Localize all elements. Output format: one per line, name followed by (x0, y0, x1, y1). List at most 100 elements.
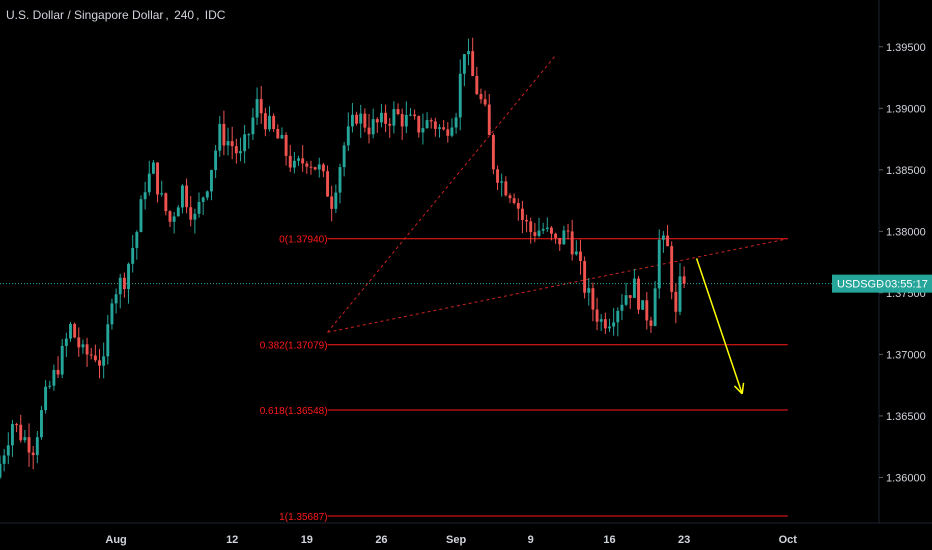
candle-body (197, 201, 201, 214)
candle-body (268, 115, 271, 130)
candle-body (205, 191, 209, 198)
candle-body (388, 123, 392, 126)
candle-body (666, 235, 669, 247)
candle-body (160, 193, 164, 195)
candle-body (35, 437, 39, 456)
symbol-name: U.S. Dollar / Singapore Dollar (6, 8, 164, 22)
candle-body (471, 51, 475, 76)
candle-body (230, 141, 234, 147)
candle-body (110, 303, 114, 325)
candle-body (487, 104, 491, 136)
fib-level-label: 1(1.35687) (279, 512, 327, 523)
candle-body (500, 181, 504, 183)
candle-body (425, 120, 429, 129)
projection-arrow[interactable] (695, 258, 745, 395)
candle-body (558, 237, 562, 245)
candle-body (475, 75, 479, 95)
candle-body (280, 135, 284, 139)
interval-label: 240 (174, 8, 195, 22)
candle-body (380, 112, 383, 123)
candle-body (641, 300, 645, 310)
candle-body (649, 320, 653, 326)
candle-body (355, 114, 359, 124)
candle-body (363, 113, 367, 128)
candle-body (69, 323, 72, 339)
candle-body (446, 129, 450, 136)
candle-body (263, 113, 267, 130)
candle-body (81, 344, 85, 348)
candle-body (251, 117, 255, 135)
candle-body (661, 235, 665, 240)
price-tick-label: 1.36000 (886, 472, 926, 484)
candle-body (156, 162, 160, 195)
candle-body (429, 120, 433, 122)
candle-body (31, 452, 35, 456)
candle-body (98, 360, 101, 366)
price-tick-label: 1.37000 (886, 349, 926, 361)
price-tick-label: 1.36500 (886, 411, 926, 423)
fib-level-label: 0(1.37940) (279, 235, 327, 246)
candle-body (118, 277, 122, 295)
candle-body (545, 227, 549, 229)
candle-body (670, 246, 674, 292)
candle-body (454, 117, 458, 128)
time-tick-label: 16 (603, 534, 615, 546)
candle-body (259, 99, 263, 114)
candle-body (533, 232, 537, 236)
candle-body (180, 185, 184, 208)
candle-body (255, 99, 259, 118)
candle-body (151, 162, 155, 174)
candle-body (421, 128, 425, 133)
candle-body (520, 208, 524, 220)
candle-body (10, 424, 14, 446)
candle-body (587, 288, 591, 293)
candle-body (6, 445, 10, 456)
candle-body (562, 230, 566, 245)
candle-body (317, 164, 321, 170)
candle-body (504, 181, 508, 196)
candle-body (657, 239, 661, 289)
time-axis[interactable]: Aug 12 19 26 Sep 9 16 23 Oct (105, 534, 797, 546)
candle-body (301, 158, 305, 164)
candle-body (450, 127, 454, 136)
candle-body (554, 233, 558, 238)
candle-body (164, 193, 168, 212)
candle-body (15, 424, 19, 426)
candle-body (243, 134, 247, 152)
candle-body (491, 135, 495, 170)
candle-body (608, 326, 611, 329)
candle-body (106, 324, 110, 357)
candle-body (2, 455, 6, 464)
candle-body (458, 73, 462, 118)
trendlines[interactable] (327, 55, 788, 333)
candle-body (516, 203, 520, 209)
candle-body (624, 295, 628, 305)
last-price-badge (832, 274, 932, 293)
fibonacci-retracement[interactable]: 0(1.37940) 0.382(1.37079) 0.618(1.36548) 1(… (260, 235, 788, 523)
price-axis[interactable]: 1.395001.390001.385001.380001.375001.370… (879, 42, 926, 485)
candle-body (56, 369, 60, 375)
candle-body (60, 345, 64, 375)
candle-body (433, 121, 437, 129)
candle-body (330, 196, 334, 209)
candle-body (309, 166, 313, 168)
candle-body (591, 288, 595, 310)
candle-body (127, 263, 130, 290)
candle-body (375, 119, 379, 123)
last-price-ticker: USDSGD (837, 279, 884, 291)
candle-body (409, 114, 412, 116)
candle-body (574, 251, 578, 255)
candle-body (193, 213, 197, 220)
candle-body (23, 437, 27, 441)
candle-body (496, 169, 499, 183)
trendline (327, 238, 788, 333)
candle-body (305, 163, 309, 167)
candle-body (674, 291, 678, 312)
candle-body (400, 114, 404, 127)
candle-body (0, 463, 2, 478)
candle-body (529, 221, 533, 233)
candle-body (222, 123, 226, 146)
price-tick-label: 1.38000 (886, 226, 926, 238)
candle-body (512, 198, 516, 204)
